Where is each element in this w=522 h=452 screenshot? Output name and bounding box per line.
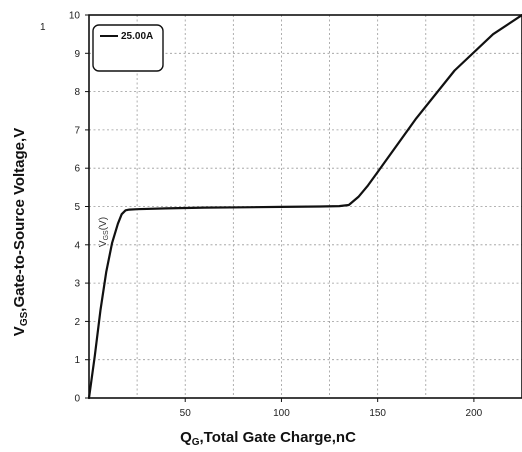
y-tick-label: 4 [74, 240, 80, 251]
panel-label: 1 [40, 22, 46, 33]
legend-entry: 25.00A [121, 31, 153, 42]
grid [89, 15, 522, 398]
plot-area [87, 13, 522, 400]
y-tick-label: 3 [74, 279, 80, 290]
y-tick-label: 8 [74, 87, 80, 98]
y-tick-label: 9 [74, 49, 80, 60]
x-tick-label: 200 [466, 408, 483, 419]
series-line [87, 13, 522, 400]
x-axis-title-rest: ,Total Gate Charge,nC [200, 429, 357, 446]
axis-ticks: 0 1 2 3 4 5 6 7 8 9 10 50 100 150 200 [69, 11, 483, 420]
y-tick-label: 1 [74, 355, 80, 366]
y-tick-label: 6 [74, 164, 80, 175]
inner-y-label-main: V [98, 240, 109, 247]
plot-frame [88, 14, 522, 399]
inner-y-label-sub: GS [103, 230, 110, 240]
y-tick-label: 10 [69, 11, 81, 22]
y-tick-label: 5 [74, 202, 80, 213]
x-tick-label: 150 [369, 408, 386, 419]
x-tick-label: 50 [180, 408, 192, 419]
x-tick-label: 100 [273, 408, 290, 419]
x-axis-title: QG,Total Gate Charge,nC [180, 429, 356, 448]
legend: 25.00A [92, 24, 164, 72]
y-tick-label: 2 [74, 317, 80, 328]
inner-y-label: VGS(V) [98, 217, 110, 247]
x-axis-title-main: Q [180, 429, 192, 446]
y-axis-title-sub: GS [19, 311, 30, 326]
x-axis-title-sub: G [192, 437, 200, 448]
y-tick-label: 0 [74, 394, 80, 405]
y-axis-title-main: V [11, 326, 28, 336]
y-axis-title-rest: ,Gate-to-Source Voltage,V [11, 128, 28, 312]
inner-y-label-rest: (V) [98, 217, 109, 230]
y-tick-label: 7 [74, 125, 80, 136]
y-axis-title: VGS,Gate-to-Source Voltage,V [11, 128, 30, 336]
